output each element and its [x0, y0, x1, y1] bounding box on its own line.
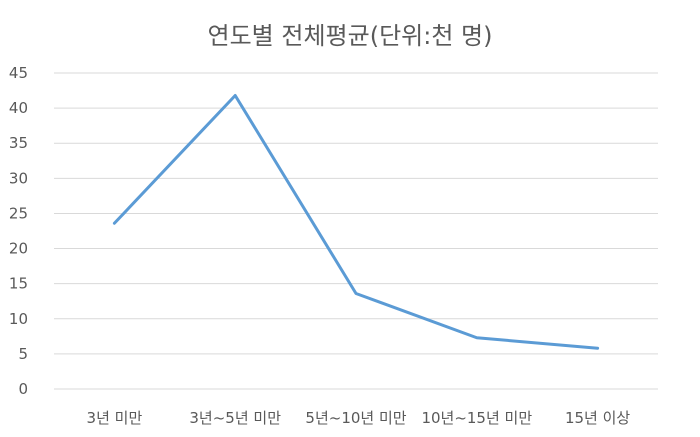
series-layer — [112, 93, 600, 350]
x-tick-label: 10년~15년 미만 — [421, 409, 532, 427]
chart-title: 연도별 전체평균(단위:천 명) — [208, 22, 493, 50]
y-tick-label: 45 — [9, 64, 28, 82]
grid-lines — [54, 72, 658, 390]
series-line — [112, 93, 600, 350]
x-axis-tick-labels: 3년 미만 3년~5년 미만 5년~10년 미만 10년~15년 미만 15년 이상 — [87, 409, 631, 427]
y-tick-label: 35 — [9, 134, 28, 152]
y-tick-label: 15 — [9, 275, 28, 293]
y-tick-label: 0 — [18, 380, 28, 398]
y-tick-label: 5 — [18, 345, 28, 363]
y-tick-label: 40 — [9, 99, 28, 117]
x-tick-label: 15년 이상 — [565, 409, 630, 427]
y-tick-label: 10 — [9, 310, 28, 328]
x-tick-label: 3년 미만 — [87, 409, 143, 427]
x-tick-label: 3년~5년 미만 — [189, 409, 281, 427]
y-tick-label: 20 — [9, 240, 28, 258]
y-tick-label: 25 — [9, 204, 28, 222]
y-tick-label: 30 — [9, 169, 28, 187]
x-tick-label: 5년~10년 미만 — [305, 409, 406, 427]
y-axis-tick-labels: 0 5 10 15 20 25 30 35 40 45 — [9, 64, 28, 398]
